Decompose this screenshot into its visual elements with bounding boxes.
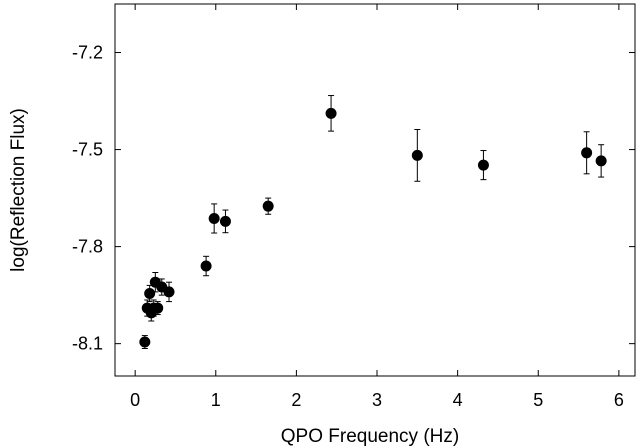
x-tick-label: 0 [130, 390, 140, 410]
data-point [163, 286, 175, 298]
x-axis-label: QPO Frequency (Hz) [281, 426, 459, 447]
data-points [139, 95, 607, 350]
plot-frame [114, 3, 636, 377]
x-tick-label: 4 [453, 390, 463, 410]
data-point [152, 302, 164, 314]
axis-ticks: 0 1 2 3 4 5 6 -7.2 -7.5 -7.8 -8.1 [72, 4, 635, 410]
data-point [595, 155, 607, 167]
y-axis-label: log(Reflection Flux) [8, 108, 29, 272]
x-tick-label: 1 [211, 390, 221, 410]
data-point [411, 149, 423, 161]
data-point [325, 107, 337, 119]
x-tick-label: 3 [372, 390, 382, 410]
x-tick-label: 2 [291, 390, 301, 410]
data-point [139, 336, 151, 348]
data-point [262, 200, 274, 212]
x-tick-label: 6 [614, 390, 624, 410]
data-point [200, 260, 212, 272]
data-point [219, 215, 231, 227]
data-point [208, 212, 220, 224]
data-point [581, 147, 593, 159]
data-point [144, 288, 156, 300]
y-tick-label: -7.2 [72, 43, 103, 63]
y-tick-label: -7.5 [72, 140, 103, 160]
data-point [477, 159, 489, 171]
x-tick-label: 5 [533, 390, 543, 410]
y-tick-label: -7.8 [72, 237, 103, 257]
y-tick-label: -8.1 [72, 334, 103, 354]
